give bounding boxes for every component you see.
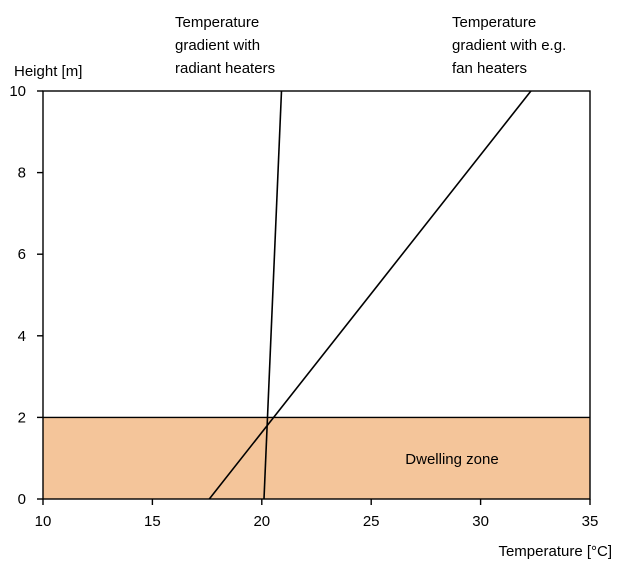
x-tick-label: 35 bbox=[582, 513, 599, 530]
x-tick-label: 30 bbox=[472, 513, 489, 530]
y-tick-label: 8 bbox=[18, 165, 26, 182]
y-tick-label: 4 bbox=[18, 328, 26, 345]
y-tick-label: 2 bbox=[18, 409, 26, 426]
y-tick-label: 10 bbox=[9, 83, 26, 100]
plot-frame bbox=[42, 90, 591, 500]
x-axis-label: Temperature [°C] bbox=[498, 543, 612, 560]
series-lines bbox=[208, 90, 532, 500]
x-tick-label: 25 bbox=[363, 513, 380, 530]
axis-ticks: 10 15 20 25 30 35 0 2 4 6 8 10 bbox=[9, 83, 598, 530]
y-tick-label: 6 bbox=[18, 246, 26, 263]
annotation-line: gradient with e.g. bbox=[452, 37, 566, 54]
dwelling-zone-fill bbox=[43, 417, 590, 499]
annotation-line: gradient with bbox=[175, 37, 260, 54]
fan-heaters-annotation: Temperature gradient with e.g. fan heate… bbox=[452, 14, 566, 77]
dwelling-zone-label: Dwelling zone bbox=[405, 451, 498, 468]
annotation-line: radiant heaters bbox=[175, 60, 275, 77]
fan-heaters-gradient-line bbox=[208, 90, 532, 500]
radiant-heaters-annotation: Temperature gradient with radiant heater… bbox=[175, 14, 275, 77]
x-tick-label: 20 bbox=[253, 513, 270, 530]
x-tick-label: 15 bbox=[144, 513, 161, 530]
annotation-line: Temperature bbox=[452, 14, 536, 31]
x-tick-label: 10 bbox=[35, 513, 52, 530]
radiant-heaters-gradient-line bbox=[263, 90, 283, 500]
annotation-line: fan heaters bbox=[452, 60, 527, 77]
annotation-line: Temperature bbox=[175, 14, 259, 31]
y-axis-label: Height [m] bbox=[14, 63, 82, 80]
y-tick-label: 0 bbox=[18, 491, 26, 508]
